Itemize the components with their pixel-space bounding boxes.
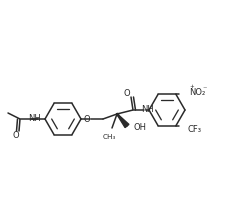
Text: O: O <box>13 131 19 140</box>
Text: O: O <box>84 114 90 123</box>
Text: OH: OH <box>133 123 146 132</box>
Text: +: + <box>189 83 194 89</box>
Text: NO₂: NO₂ <box>189 88 205 96</box>
Text: O: O <box>124 89 130 98</box>
Text: NH: NH <box>28 114 40 123</box>
Polygon shape <box>117 114 129 128</box>
Text: NH: NH <box>141 105 153 114</box>
Text: ⁻: ⁻ <box>202 83 206 92</box>
Text: CF₃: CF₃ <box>188 124 202 133</box>
Text: CH₃: CH₃ <box>102 133 116 139</box>
